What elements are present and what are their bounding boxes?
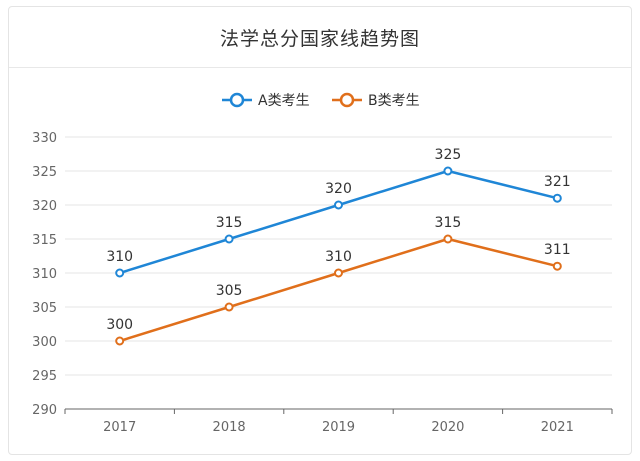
x-tick-label: 2021 [541,420,574,435]
y-tick-label: 310 [32,267,57,282]
y-tick-label: 305 [32,301,57,316]
y-tick-label: 325 [32,165,57,180]
y-tick-label: 290 [32,403,57,418]
data-label: 315 [435,215,462,231]
y-tick-label: 295 [32,369,57,384]
data-label: 305 [216,283,243,299]
data-label: 321 [544,174,571,190]
x-tick-label: 2019 [322,420,355,435]
y-tick-label: 320 [32,199,57,214]
data-point[interactable] [334,200,343,210]
x-tick-label: 2020 [431,420,464,435]
data-point[interactable] [443,234,453,244]
y-tick-label: 300 [32,335,57,350]
legend-swatch-marker [339,92,355,108]
legend-label-series-1[interactable]: A类考生 [258,93,310,109]
x-tick-label: 2018 [213,420,246,435]
x-tick-label: 2017 [103,420,136,435]
data-point[interactable] [115,268,125,278]
y-tick-label: 330 [32,131,57,146]
data-label: 325 [435,147,462,163]
data-label: 300 [106,317,133,333]
y-tick-label: 315 [32,233,57,248]
data-point[interactable] [224,302,234,312]
title-bar: 法学总分国家线趋势图 [9,7,631,68]
data-point[interactable] [552,261,562,271]
data-point[interactable] [115,336,125,346]
legend-label-series-2[interactable]: B类考生 [368,93,420,109]
data-point[interactable] [443,166,453,176]
data-label: 310 [106,249,133,265]
data-point[interactable] [552,193,562,203]
legend-swatch-marker [229,92,245,108]
data-label: 320 [325,181,352,197]
data-label: 311 [544,242,571,258]
chart-title: 法学总分国家线趋势图 [219,27,420,50]
chart-card: 法学总分国家线趋势图 [8,6,632,455]
data-point[interactable] [224,234,234,244]
data-label: 315 [216,215,243,231]
data-point[interactable] [334,268,343,278]
data-label: 310 [325,249,352,265]
